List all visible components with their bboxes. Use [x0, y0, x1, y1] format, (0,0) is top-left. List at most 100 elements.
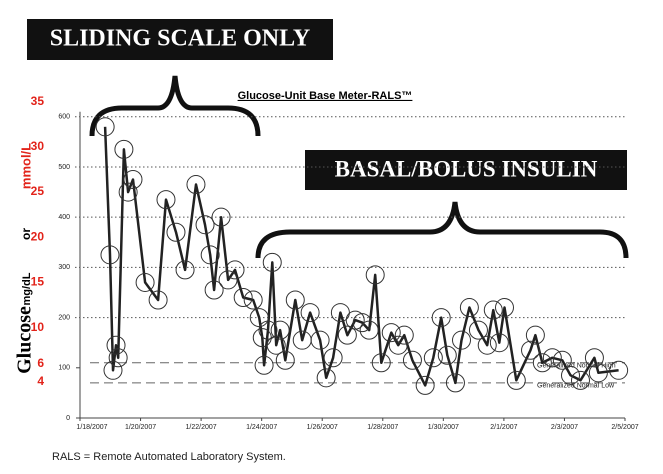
bracket — [255, 201, 629, 259]
reference-label: Generalized Normal Low — [537, 383, 615, 390]
data-point — [243, 290, 263, 310]
series-line — [103, 126, 619, 387]
data-point — [521, 340, 541, 360]
footnote: RALS = Remote Automated Laboratory Syste… — [52, 451, 286, 463]
y-tick-label: 600 — [58, 114, 70, 121]
data-point — [561, 365, 580, 385]
y2-axis-label: mmol/L — [18, 143, 33, 189]
data-point — [100, 245, 120, 265]
data-point — [394, 325, 414, 345]
data-point — [135, 272, 155, 292]
x-tick-label: 1/30/2007 — [428, 424, 459, 431]
x-tick-label: 1/24/2007 — [246, 424, 277, 431]
data-point — [195, 215, 215, 235]
y2-tick-label: 25 — [31, 184, 45, 198]
data-point — [494, 298, 514, 318]
y2-tick-label: 6 — [37, 356, 44, 370]
y-axis-label: mg/dL — [21, 272, 33, 305]
data-point — [258, 320, 278, 340]
y-tick-label: 100 — [58, 365, 70, 372]
annotation: SLIDING SCALE ONLY — [50, 26, 311, 52]
y2-tick-label: 35 — [31, 94, 45, 108]
data-point — [437, 345, 457, 365]
data-point — [186, 175, 206, 195]
data-point — [570, 370, 590, 390]
x-tick-label: 1/28/2007 — [367, 424, 398, 431]
chart-title: Glucose-Unit Base Meter-RALS™ — [238, 90, 413, 102]
data-point — [218, 270, 238, 290]
x-tick-label: 1/18/2007 — [76, 424, 107, 431]
data-point — [123, 170, 143, 190]
data-point — [310, 330, 330, 350]
y2-tick-label: 10 — [31, 320, 45, 334]
data-point — [584, 348, 604, 368]
data-point — [489, 333, 509, 353]
data-point — [477, 335, 497, 355]
data-point — [337, 325, 357, 345]
y2-tick-label: 30 — [31, 139, 45, 153]
data-point — [270, 320, 290, 340]
data-point — [352, 313, 372, 333]
data-point — [316, 368, 336, 388]
data-point — [103, 360, 123, 380]
y-tick-label: 400 — [58, 214, 70, 221]
data-point — [423, 348, 443, 368]
y-tick-label: 200 — [58, 314, 70, 321]
data-point — [483, 300, 503, 320]
data-point — [359, 320, 379, 340]
data-point — [175, 260, 195, 280]
data-point — [431, 308, 451, 328]
data-point — [365, 265, 385, 285]
data-point — [345, 310, 365, 330]
data-point — [588, 363, 608, 383]
data-point — [204, 280, 224, 300]
data-point — [275, 350, 295, 370]
y2-tick-label: 15 — [31, 275, 45, 289]
data-point — [542, 348, 562, 368]
x-tick-label: 2/1/2007 — [490, 424, 517, 431]
data-point — [468, 320, 488, 340]
data-point — [118, 182, 138, 202]
x-tick-label: 2/5/2007 — [611, 424, 638, 431]
data-point — [452, 330, 471, 350]
data-point — [388, 335, 408, 355]
data-point — [233, 288, 253, 308]
data-point — [106, 335, 126, 355]
annotation: BASAL/BOLUS INSULIN — [335, 156, 598, 181]
data-point — [371, 353, 391, 373]
data-point — [445, 373, 465, 393]
y-axis-label: Glucose — [14, 306, 36, 374]
data-point — [148, 290, 168, 310]
data-point — [330, 303, 350, 323]
data-point — [156, 190, 176, 210]
x-tick-label: 1/20/2007 — [125, 424, 156, 431]
data-point — [300, 303, 320, 323]
annotation-box — [305, 150, 627, 190]
y-tick-label: 300 — [58, 264, 70, 271]
data-point — [552, 350, 572, 370]
data-point — [114, 139, 134, 159]
data-point — [415, 375, 435, 395]
bracket — [89, 75, 261, 137]
y-tick-label: 500 — [58, 164, 70, 171]
data-point — [532, 353, 552, 373]
reference-label: Generalized Normal High — [537, 363, 616, 370]
data-point — [609, 360, 629, 380]
data-point — [266, 335, 286, 355]
data-point — [262, 252, 282, 272]
x-tick-label: 1/26/2007 — [307, 424, 338, 431]
data-point — [506, 370, 526, 390]
data-point — [200, 245, 220, 265]
data-point — [459, 298, 479, 318]
data-point — [211, 207, 231, 227]
y2-tick-label: 4 — [37, 374, 44, 388]
data-point — [225, 260, 245, 280]
data-point — [323, 348, 343, 368]
data-point — [254, 355, 274, 375]
y-axis-label: or — [19, 228, 33, 240]
data-point — [166, 222, 186, 242]
data-point — [525, 325, 545, 345]
data-point — [285, 290, 305, 310]
data-point — [95, 117, 115, 137]
